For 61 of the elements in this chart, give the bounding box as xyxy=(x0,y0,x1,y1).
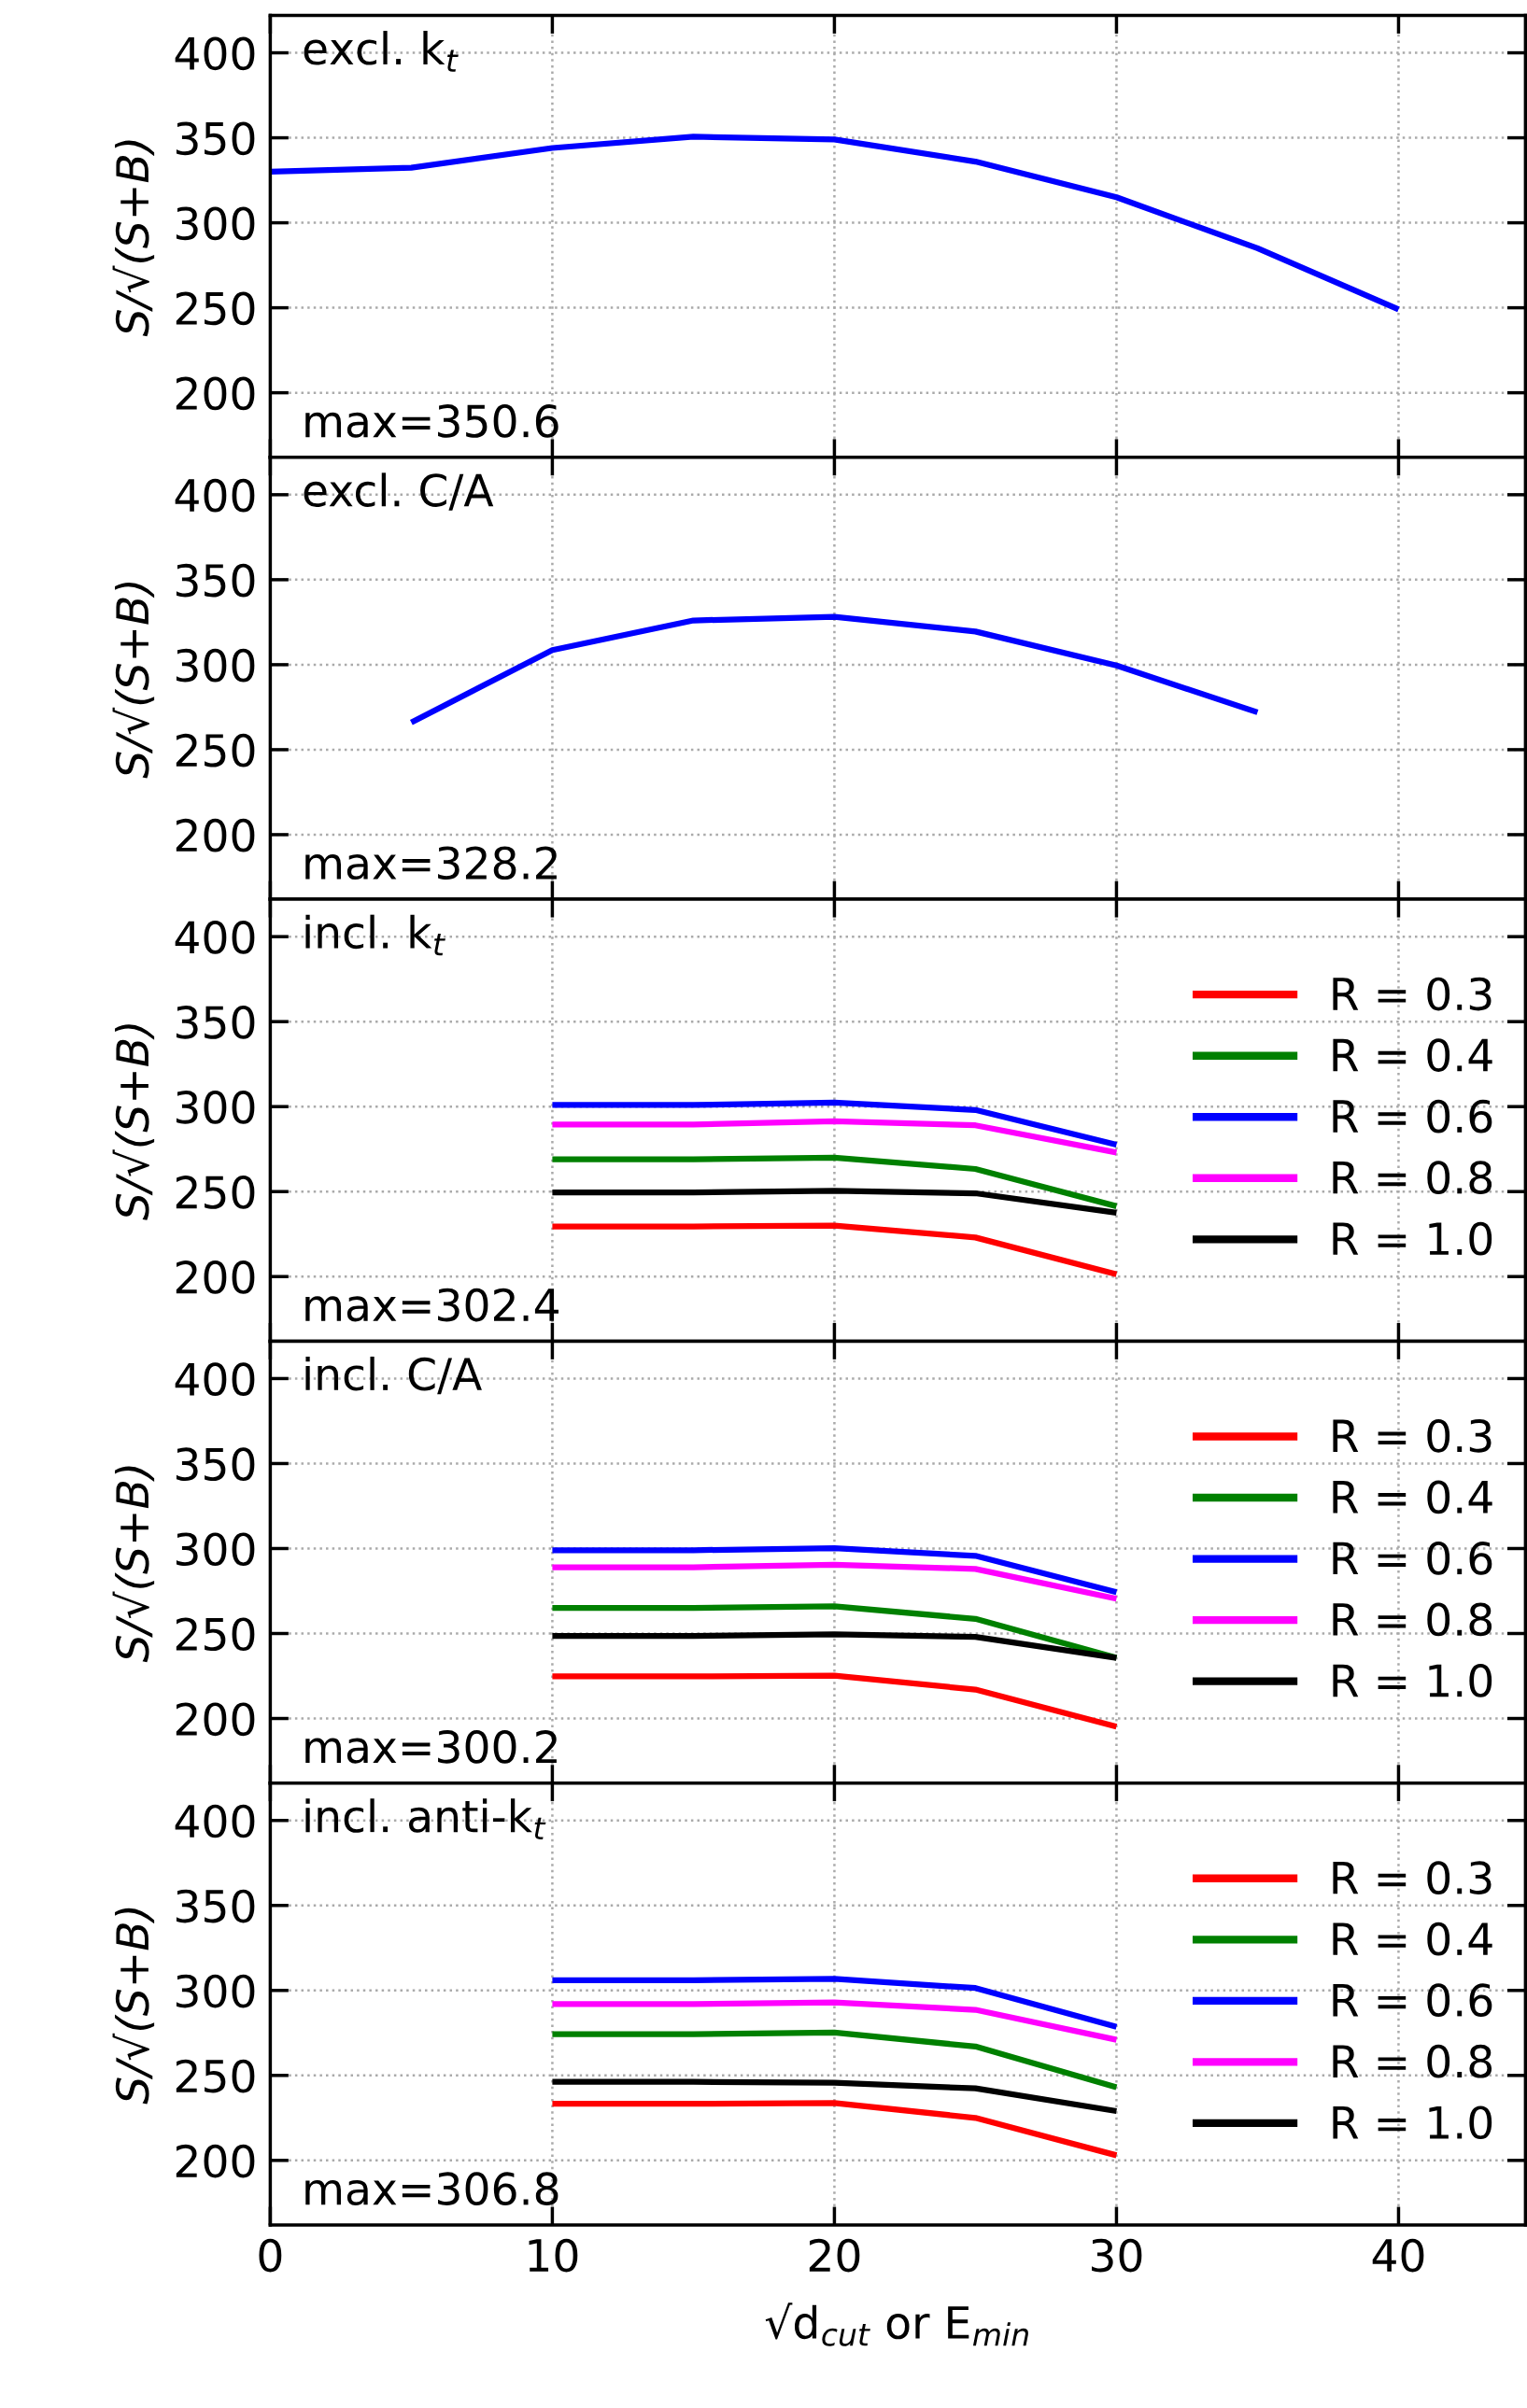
legend-label: R = 0.3 xyxy=(1333,1861,1492,1894)
y-tick-label: 250 xyxy=(176,2059,255,2093)
y-axis-title: S/√(S+B) xyxy=(112,1466,155,1663)
annotation: incl. C/A xyxy=(305,1356,482,1395)
x-tick-label: 10 xyxy=(529,2238,578,2273)
legend-label: R = 0.8 xyxy=(1333,2044,1492,2078)
legend-label: R = 0.4 xyxy=(1333,1922,1492,1956)
y-tick-label: 300 xyxy=(176,648,255,683)
y-tick-label: 200 xyxy=(176,2144,255,2178)
legend-label: R = 1.0 xyxy=(1333,1664,1492,1697)
y-tick-label: 300 xyxy=(176,1974,255,2008)
legend-label: R = 1.0 xyxy=(1333,1221,1492,1256)
y-tick-label: 350 xyxy=(176,121,255,156)
legend-label: R = 0.4 xyxy=(1333,1480,1492,1514)
legend-label: R = 0.8 xyxy=(1333,1602,1492,1637)
legend-label: R = 0.6 xyxy=(1333,1542,1492,1575)
y-tick-label: 400 xyxy=(175,1804,255,1838)
annotation: incl. anti-k$_{t}$ xyxy=(305,1798,546,1839)
legend-label: R = 0.6 xyxy=(1333,1983,1492,2018)
y-tick-label: 300 xyxy=(176,206,255,241)
annotation: max=328.2 xyxy=(305,846,557,880)
y-tick-label: 250 xyxy=(176,1617,255,1652)
annotation: max=302.4 xyxy=(305,1288,558,1322)
x-tick-label: 0 xyxy=(259,2238,282,2273)
y-tick-label: 350 xyxy=(176,1006,255,1039)
y-tick-label: 350 xyxy=(176,1447,255,1482)
y-tick-label: 400 xyxy=(175,36,255,71)
annotation: incl. k$_{t}$ xyxy=(305,914,445,956)
x-tick-label: 20 xyxy=(809,2238,860,2273)
legend-label: R = 0.4 xyxy=(1333,1038,1492,1072)
y-tick-label: 350 xyxy=(176,563,255,598)
y-tick-label: 250 xyxy=(176,733,255,767)
y-axis-title: S/√(S+B) xyxy=(112,582,155,779)
annotation: max=306.8 xyxy=(305,2172,558,2206)
y-tick-label: 400 xyxy=(175,478,255,513)
y-tick-label: 250 xyxy=(176,291,255,326)
legend-label: R = 0.3 xyxy=(1333,1418,1492,1453)
annotation: max=350.6 xyxy=(305,404,558,438)
x-tick-label: 40 xyxy=(1372,2238,1424,2273)
y-tick-label: 400 xyxy=(175,921,255,954)
legend-label: R = 0.3 xyxy=(1333,977,1492,1011)
y-tick-label: 400 xyxy=(175,1362,255,1397)
y-axis-title: S/√(S+B) xyxy=(112,1024,155,1220)
y-tick-label: 300 xyxy=(176,1532,255,1567)
y-tick-label: 200 xyxy=(176,1260,255,1294)
annotation: excl. C/A xyxy=(304,472,494,511)
legend-label: R = 1.0 xyxy=(1333,2105,1492,2140)
y-tick-label: 350 xyxy=(176,1889,255,1923)
y-axis-title: S/√(S+B) xyxy=(112,1908,155,2105)
y-tick-label: 200 xyxy=(176,376,255,411)
y-tick-label: 300 xyxy=(176,1091,255,1124)
annotation: excl. k$_{t}$ xyxy=(304,31,459,72)
legend-label: R = 0.6 xyxy=(1333,1099,1492,1134)
legend-label: R = 0.8 xyxy=(1333,1161,1492,1194)
y-tick-label: 200 xyxy=(176,818,255,852)
y-tick-label: 200 xyxy=(176,1702,255,1737)
y-tick-label: 250 xyxy=(176,1176,255,1209)
annotation: max=300.2 xyxy=(305,1730,557,1764)
y-axis-title: S/√(S+B) xyxy=(112,140,155,337)
x-tick-label: 30 xyxy=(1092,2238,1142,2273)
x-axis-title: √d$_{cut}$ or E$_{min}$ xyxy=(765,2302,1028,2346)
